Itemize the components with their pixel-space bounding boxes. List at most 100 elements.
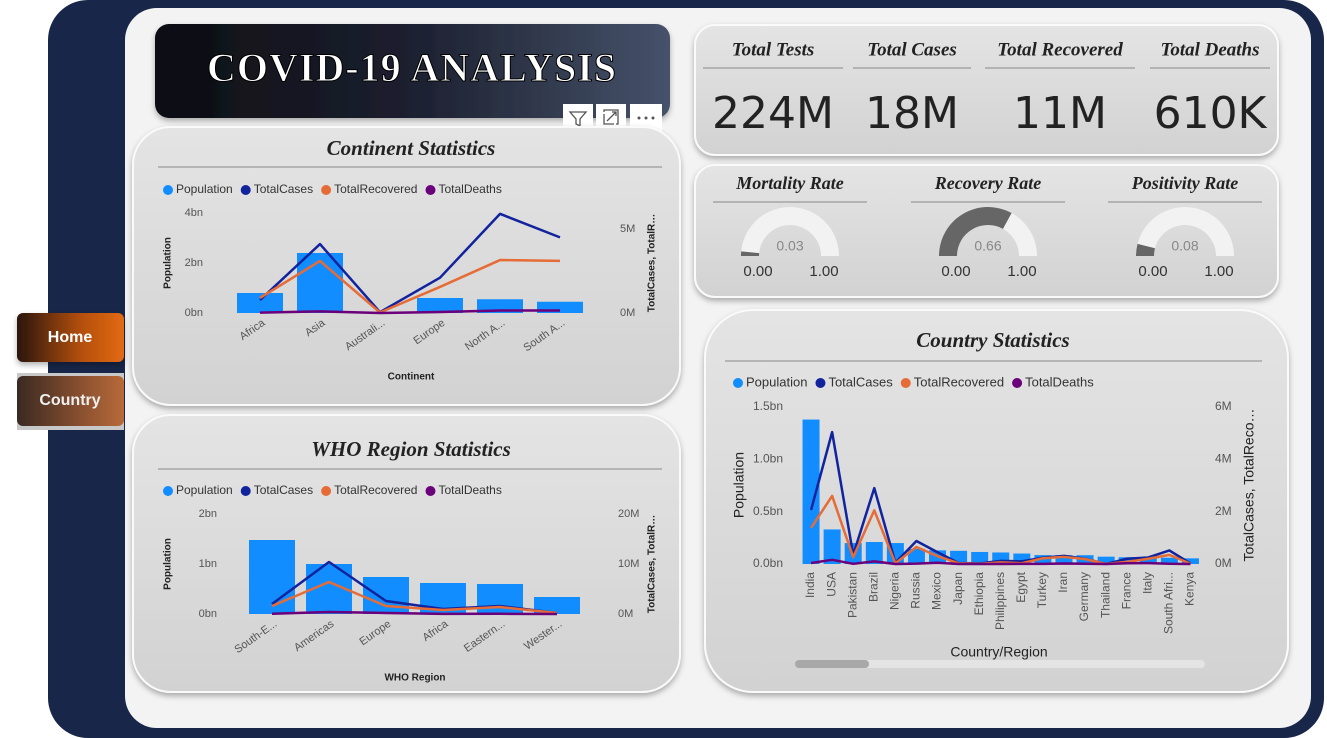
- legend-marker: [425, 185, 436, 195]
- y2-axis-title: TotalCases, TotalR…: [647, 515, 658, 614]
- legend-marker: [733, 378, 743, 388]
- gauge-max: 1.00: [809, 263, 838, 280]
- bar: [1034, 555, 1052, 564]
- x-tick-label: Iran: [1056, 572, 1070, 593]
- gauge-value-arc: [1136, 243, 1155, 256]
- bar: [992, 552, 1010, 564]
- kpi-value: 610K: [1154, 88, 1268, 139]
- x-tick-label: India: [803, 572, 817, 598]
- gauge-track: [1136, 207, 1234, 256]
- gauge-card: [694, 164, 1279, 298]
- bar: [1097, 556, 1115, 564]
- kpi-label: Total Deaths: [1160, 39, 1259, 60]
- bar: [237, 293, 283, 313]
- legend-marker: [163, 486, 173, 496]
- more-dot: [651, 116, 655, 120]
- gauge-title: Recovery Rate: [934, 173, 1041, 193]
- line-series: [809, 494, 1191, 566]
- x-tick-label: Thailand: [1098, 572, 1112, 618]
- y-tick-label: 0.0bn: [753, 556, 783, 570]
- gauge-min: 0.00: [941, 263, 970, 280]
- home-button[interactable]: [17, 313, 124, 362]
- kpi-label: Total Cases: [867, 39, 957, 60]
- legend-label: Population: [176, 182, 233, 196]
- bar: [363, 577, 409, 614]
- y2-axis-title: TotalCases, TotalR…: [647, 214, 658, 313]
- continent-card: [132, 126, 681, 406]
- x-tick-label: Mexico: [930, 572, 944, 610]
- x-tick-label: Egypt: [1014, 571, 1028, 602]
- x-tick-label: Nigeria: [888, 572, 902, 610]
- legend-label: TotalCases: [828, 374, 893, 389]
- legend-marker: [1012, 378, 1023, 388]
- gauge-title: Mortality Rate: [735, 173, 844, 193]
- y-axis-title: Population: [731, 452, 747, 518]
- gauge-value: 0.66: [974, 238, 1001, 254]
- scrollbar-track[interactable]: [795, 660, 1205, 668]
- title-box: [155, 24, 670, 118]
- x-tick-label: Turkey: [1035, 572, 1049, 608]
- legend-marker: [240, 185, 251, 195]
- line-series: [271, 580, 558, 615]
- x-tick-label: Japan: [951, 572, 965, 605]
- legend-label: TotalCases: [254, 483, 313, 497]
- legend-marker: [900, 378, 911, 388]
- legend-marker: [321, 185, 332, 195]
- x-tick-label: Brazil: [866, 572, 880, 602]
- country-label[interactable]: Country: [39, 392, 100, 409]
- line-series: [271, 610, 558, 616]
- bar: [1181, 558, 1199, 564]
- scrollbar-thumb[interactable]: [795, 660, 869, 668]
- legend-label: TotalRecovered: [914, 374, 1004, 389]
- kpi-label: Total Recovered: [997, 39, 1123, 60]
- y2-tick-label: 5M: [620, 223, 635, 235]
- x-tick-label: Italy: [1140, 572, 1154, 594]
- more-dot: [644, 116, 648, 120]
- country-button[interactable]: [17, 376, 124, 426]
- legend-marker: [815, 378, 826, 388]
- legend-label: TotalDeaths: [438, 182, 501, 196]
- chart-title: Continent Statistics: [327, 136, 496, 160]
- x-tick-label: Germany: [1077, 572, 1091, 621]
- gauge-track: [741, 207, 839, 256]
- bar: [534, 597, 580, 614]
- y2-tick-label: 10M: [618, 558, 639, 570]
- legend-marker: [425, 486, 436, 496]
- country-card: [704, 309, 1289, 693]
- kpi-value: 18M: [865, 88, 959, 139]
- legend-label: TotalCases: [254, 182, 313, 196]
- x-tick-label: Philippines: [993, 572, 1007, 630]
- bar: [1160, 557, 1178, 564]
- kpi-card: [694, 24, 1279, 156]
- legend-label: TotalDeaths: [438, 483, 501, 497]
- legend-label: Population: [176, 483, 233, 497]
- gauge-max: 1.00: [1204, 263, 1233, 280]
- x-tick-label: Kenya: [1183, 572, 1197, 606]
- kpi-label: Total Tests: [732, 39, 815, 60]
- gauge-value-arc: [741, 251, 760, 256]
- y2-axis-title: TotalCases, TotalReco…: [1241, 408, 1257, 561]
- home-label[interactable]: Home: [48, 329, 93, 346]
- kpi-value: 224M: [712, 88, 834, 139]
- bar: [537, 301, 583, 313]
- legend-label: TotalDeaths: [1025, 374, 1094, 389]
- y2-tick-label: 4M: [1215, 452, 1232, 466]
- y2-tick-label: 0M: [1215, 556, 1232, 570]
- gauge-min: 0.00: [1138, 263, 1167, 280]
- bar: [249, 540, 295, 614]
- more-dot: [637, 116, 641, 120]
- x-tick-label: Russia: [909, 572, 923, 609]
- who-card: [132, 414, 681, 693]
- line-series: [259, 309, 560, 315]
- x-axis-title: Country/Region: [950, 644, 1047, 660]
- page-title: COVID-19 ANALYSIS: [207, 45, 617, 90]
- y-tick-label: 1.0bn: [753, 452, 783, 466]
- y-tick-label: 0bn: [199, 608, 217, 620]
- focus-icon: [603, 109, 619, 125]
- y2-tick-label: 0M: [620, 307, 635, 319]
- line-series: [259, 212, 561, 314]
- y-tick-label: 2bn: [185, 257, 203, 269]
- legend-label: TotalRecovered: [334, 483, 417, 497]
- y2-tick-label: 2M: [1215, 504, 1232, 518]
